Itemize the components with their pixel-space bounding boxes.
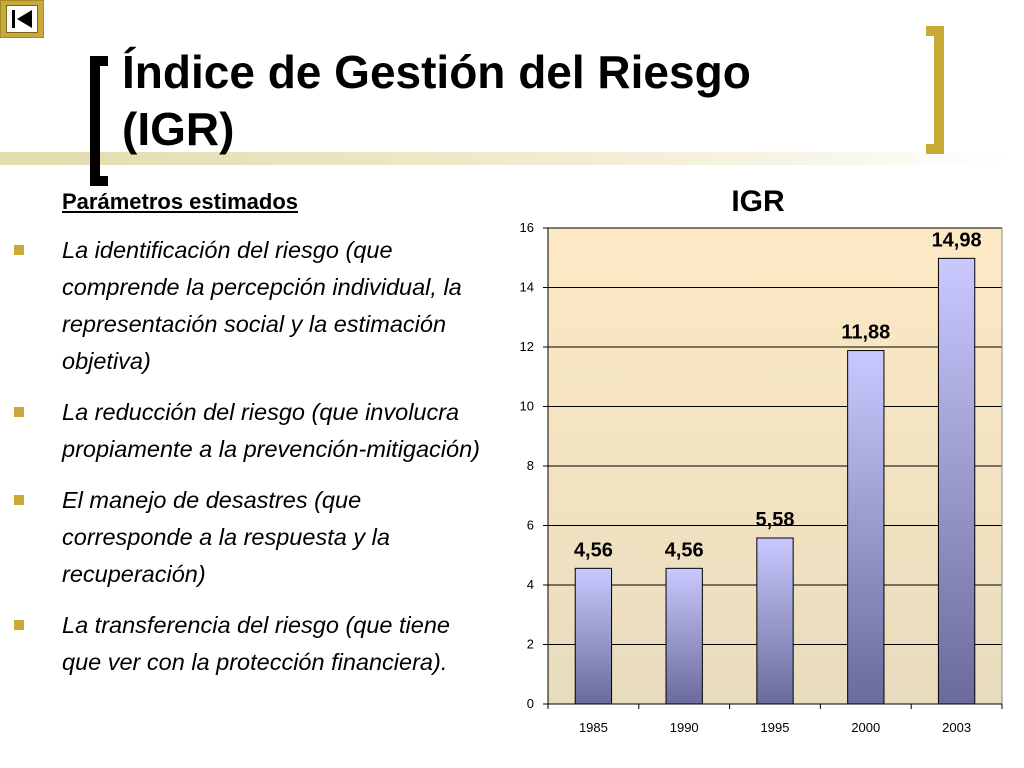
slide-title-line1: Índice de Gestión del Riesgo: [122, 46, 751, 98]
y-tick-label: 2: [527, 637, 534, 652]
title-band: [0, 152, 1010, 165]
bullet-text: La reducción del riesgo (que involucra p…: [62, 399, 480, 462]
data-label: 4,56: [574, 539, 613, 561]
data-label: 11,88: [841, 322, 890, 344]
bullet-text: El manejo de desastres (que corresponde …: [62, 487, 390, 587]
bullet-item: El manejo de desastres (que corresponde …: [14, 482, 484, 593]
square-bullet-icon: [14, 495, 24, 505]
bar-2003: [937, 257, 976, 705]
x-tick-label: 1990: [670, 720, 699, 735]
data-label: 5,58: [756, 509, 795, 531]
x-tick-label: 1985: [579, 720, 608, 735]
bullet-list: La identificación del riesgo (que compre…: [14, 232, 484, 695]
bar-2000: [847, 350, 885, 705]
x-tick-label: 2000: [851, 720, 880, 735]
bullet-item: La transferencia del riesgo (que tiene q…: [14, 607, 484, 681]
slide-title: Índice de Gestión del Riesgo (IGR): [122, 44, 912, 158]
section-subtitle: Parámetros estimados: [62, 189, 298, 214]
y-tick-label: 14: [520, 280, 534, 295]
chart-title: IGR: [731, 185, 785, 218]
square-bullet-icon: [14, 620, 24, 630]
y-tick-label: 16: [520, 220, 534, 235]
square-bullet-icon: [14, 245, 24, 255]
title-bracket-right: [926, 26, 944, 154]
bar-1995: [756, 537, 794, 705]
nav-back-button[interactable]: [0, 0, 44, 38]
data-label: 4,56: [665, 539, 704, 561]
bullet-text: La transferencia del riesgo (que tiene q…: [62, 612, 450, 675]
skip-back-icon: [6, 5, 38, 33]
bar-1985: [574, 567, 613, 705]
bullet-item: La identificación del riesgo (que compre…: [14, 232, 484, 380]
x-tick-label: 1995: [761, 720, 790, 735]
y-tick-label: 8: [527, 458, 534, 473]
bullet-item: La reducción del riesgo (que involucra p…: [14, 394, 484, 468]
x-tick-label: 2003: [942, 720, 971, 735]
slide-title-line2: (IGR): [122, 103, 235, 155]
igr-bar-chart: IGR 0 2 4 6 8 10 12 14 16 1985 1990 1995 2000 2003 4,…: [520, 185, 1003, 735]
bullet-text: La identificación del riesgo (que compre…: [62, 237, 462, 374]
y-tick-label: 12: [520, 339, 534, 354]
y-tick-label: 4: [527, 577, 534, 592]
y-tick-label: 10: [520, 399, 534, 414]
y-tick-label: 0: [527, 696, 534, 711]
y-tick-label: 6: [527, 518, 534, 533]
title-bracket-left: [90, 56, 108, 186]
bar-1990: [665, 567, 703, 705]
data-label: 14,98: [932, 229, 982, 251]
square-bullet-icon: [14, 407, 24, 417]
